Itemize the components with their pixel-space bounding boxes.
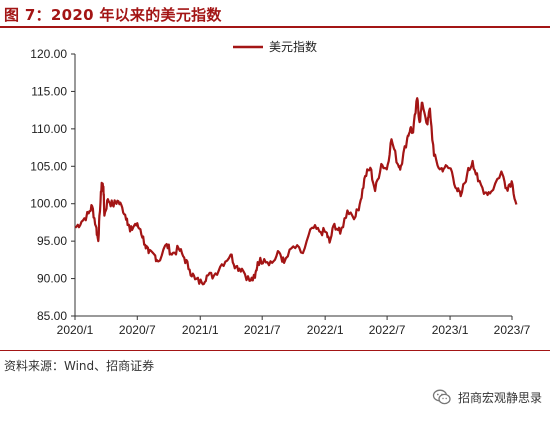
x-tick-label: 2021/1 [182, 323, 219, 337]
x-tick-label: 2023/1 [432, 323, 469, 337]
y-tick-label: 115.00 [31, 84, 67, 98]
x-tick-label: 2021/7 [244, 323, 281, 337]
source-note: 资料来源：Wind、招商证券 [4, 359, 155, 373]
legend-label: 美元指数 [269, 39, 317, 54]
x-tick-label: 2020/7 [119, 323, 156, 337]
y-tick-label: 90.00 [37, 272, 67, 286]
y-tick-label: 120.00 [30, 47, 67, 61]
x-tick-label: 2023/7 [494, 323, 531, 337]
series-line-dxy [74, 97, 518, 286]
y-tick-label: 85.00 [37, 309, 67, 323]
x-tick-label: 2022/1 [307, 323, 344, 337]
figure-title: 图 7：2020 年以来的美元指数 [4, 6, 222, 24]
title-divider [0, 26, 550, 28]
y-tick-label: 95.00 [37, 234, 67, 248]
y-tick-label: 100.00 [30, 197, 67, 211]
y-tick-label: 110.00 [31, 122, 67, 136]
watermark: 招商宏观静思录 [432, 387, 542, 407]
y-tick-label: 105.00 [30, 159, 67, 173]
wechat-icon [432, 389, 451, 405]
watermark-text: 招商宏观静思录 [457, 390, 542, 405]
line-chart: 85.00 90.00 95.00 100.00 105.00 110.00 115.00 1… [30, 39, 531, 337]
x-tick-label: 2022/7 [369, 323, 406, 337]
source-divider [0, 350, 550, 351]
x-tick-label: 2020/1 [57, 323, 94, 337]
